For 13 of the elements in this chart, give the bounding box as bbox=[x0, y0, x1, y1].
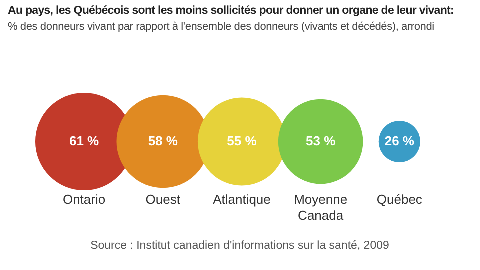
category-label: Atlantique bbox=[213, 192, 271, 208]
data-label: 58 % bbox=[148, 133, 178, 148]
category-label: Ontario bbox=[62, 192, 106, 208]
text: % des donneurs vivant par rapport à l'ensemble des donneurs (vivants et décédés), arrondi bbox=[8, 21, 434, 33]
text: Au pays, les Québécois sont les moins sollicités pour donner un organe de leur vivant: bbox=[8, 5, 454, 17]
data-label: 55 % bbox=[227, 133, 258, 148]
data-label: 61 % bbox=[69, 133, 100, 148]
category-label: Moyenne Canada bbox=[294, 192, 348, 223]
data-label: 53 % bbox=[306, 133, 336, 148]
data-label: 26 % bbox=[384, 133, 415, 148]
category-label: Ouest bbox=[146, 192, 181, 208]
source-note: Source : Institut canadien d'informations sur la santé, 2009 bbox=[90, 240, 390, 252]
category-label: Québec bbox=[376, 192, 423, 208]
